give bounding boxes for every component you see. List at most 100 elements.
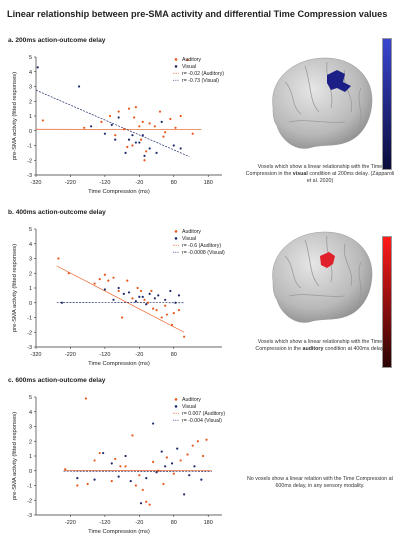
- point-auditory: [146, 301, 150, 304]
- point-auditory: [100, 120, 103, 123]
- y-tick-label: 5: [29, 395, 32, 401]
- point-auditory: [98, 278, 101, 281]
- y-tick-label: -1: [27, 484, 32, 490]
- chart-panel-b: -3 -2 -1 0 1 2 3 4 5 -320 -220 -120 -20 80 Time Compre…: [12, 227, 225, 367]
- x-tick-label: -20: [135, 352, 143, 358]
- panel-c-label: c. 600ms action-outcome delay: [8, 377, 106, 384]
- x-tick-label: -220: [65, 352, 76, 358]
- point-auditory: [121, 316, 124, 319]
- point-auditory: [139, 138, 143, 141]
- y-tick-label: 4: [29, 410, 32, 416]
- point-auditory: [169, 117, 172, 121]
- point-visual: [148, 292, 151, 295]
- point-auditory: [143, 159, 146, 162]
- point-auditory: [152, 460, 155, 463]
- point-auditory: [41, 119, 44, 122]
- point-visual: [157, 294, 160, 297]
- point-auditory: [160, 316, 163, 319]
- point-visual: [117, 286, 120, 290]
- point-auditory: [126, 145, 129, 149]
- y-tick-label: -3: [27, 513, 32, 519]
- point-auditory: [145, 150, 148, 153]
- point-auditory: [141, 120, 144, 123]
- x-tick-label: -320: [30, 180, 41, 186]
- point-auditory: [67, 272, 70, 275]
- point-visual: [112, 298, 115, 301]
- x-tick-label: -320: [30, 352, 41, 358]
- point-visual: [138, 141, 141, 144]
- colorbar-b: [382, 236, 392, 368]
- point-visual: [117, 475, 120, 478]
- point-auditory: [76, 484, 79, 487]
- point-auditory: [186, 453, 189, 456]
- x-axis-label: Time Compression (ms): [88, 361, 150, 367]
- point-auditory: [145, 500, 148, 503]
- legend-fit-label: r= 0.007 (Auditory): [182, 411, 225, 417]
- point-auditory: [170, 323, 174, 326]
- point-visual: [145, 477, 148, 480]
- x-tick-label: -120: [99, 520, 110, 526]
- point-auditory: [196, 440, 199, 443]
- y-tick-label: 0: [29, 129, 32, 135]
- point-auditory: [134, 106, 137, 109]
- y-tick-label: -1: [27, 316, 32, 322]
- point-visual: [114, 138, 117, 141]
- activation-blob-a: [327, 70, 351, 92]
- point-visual: [122, 292, 125, 295]
- figure-title: Linear relationship between pre-SMA acti…: [7, 9, 388, 19]
- point-visual: [129, 479, 132, 483]
- point-visual: [131, 134, 134, 137]
- point-auditory: [165, 313, 168, 316]
- point-visual: [141, 295, 144, 298]
- fit-line-auditory: [56, 265, 185, 333]
- point-visual: [139, 502, 143, 505]
- point-visual: [145, 303, 148, 306]
- point-auditory: [157, 469, 160, 472]
- y-tick-label: 3: [29, 85, 32, 91]
- point-auditory: [164, 131, 167, 134]
- point-auditory: [131, 434, 134, 437]
- point-visual: [103, 288, 106, 291]
- point-auditory: [177, 309, 181, 312]
- y-tick-label: -2: [27, 498, 32, 504]
- point-auditory: [110, 479, 113, 483]
- legend-marker: [174, 398, 178, 401]
- point-visual: [172, 144, 175, 147]
- point-visual: [102, 451, 105, 455]
- x-axis-label: Time Compression (ms): [88, 189, 150, 195]
- point-visual: [169, 289, 172, 293]
- point-visual: [77, 85, 81, 88]
- point-auditory: [114, 457, 117, 461]
- point-auditory: [114, 134, 117, 137]
- point-visual: [164, 465, 167, 468]
- legend-entry: Auditory: [182, 229, 201, 235]
- point-visual: [93, 478, 96, 481]
- y-tick-label: 2: [29, 439, 32, 445]
- point-auditory: [134, 484, 137, 487]
- point-visual: [127, 138, 131, 141]
- point-visual: [90, 125, 93, 128]
- legend-fit-label: r= -0.6 (Auditory): [182, 243, 221, 249]
- legend-entry: Auditory: [182, 57, 201, 63]
- point-auditory: [83, 126, 86, 129]
- point-auditory: [158, 110, 162, 113]
- x-tick-label: 80: [171, 180, 177, 186]
- x-tick-label: -220: [65, 520, 76, 526]
- point-auditory: [138, 125, 141, 128]
- x-tick-label: -220: [65, 180, 76, 186]
- y-tick-label: 0: [29, 301, 32, 307]
- point-auditory: [108, 114, 112, 118]
- point-visual: [103, 132, 106, 135]
- point-auditory: [119, 465, 122, 468]
- y-axis-label: pre-SMA activity (fitted responses): [12, 244, 18, 332]
- point-visual: [138, 295, 141, 298]
- chart-panel-a: -3 -2 -1 0 1 2 3 4 5 -320 -220 -120 -20 80 180 Time Com…: [12, 55, 224, 195]
- x-tick-label: -20: [135, 180, 143, 186]
- fit-line-visual: [35, 89, 190, 157]
- point-auditory: [138, 474, 141, 477]
- point-visual: [148, 147, 151, 150]
- y-tick-label: 1: [29, 454, 32, 460]
- point-visual: [155, 151, 158, 154]
- x-tick-label: 180: [204, 520, 213, 526]
- point-auditory: [103, 273, 106, 276]
